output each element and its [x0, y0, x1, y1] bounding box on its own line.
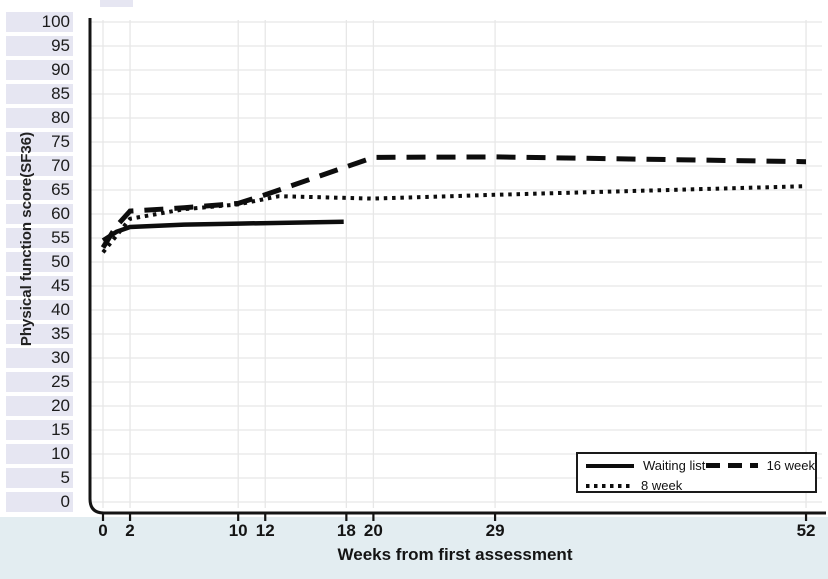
y-tick-band: [6, 36, 73, 56]
y-tick-band: [6, 228, 73, 248]
x-tick-label: 0: [98, 521, 108, 540]
x-tick-label: 18: [336, 521, 356, 540]
y-tick-band: [6, 420, 73, 440]
y-tick-label: 60: [51, 204, 70, 223]
y-tick-band: [6, 12, 73, 32]
y-tick-band: [6, 60, 73, 80]
y-tick-band: [6, 276, 73, 296]
y-tick-band: [6, 300, 73, 320]
y-tick-band: [6, 252, 73, 272]
x-axis-background: [0, 517, 828, 579]
y-tick-label: 45: [51, 276, 70, 295]
y-tick-band: [6, 324, 73, 344]
x-tick-label: 52: [796, 521, 816, 540]
y-tick-label: 80: [51, 108, 70, 127]
y-tick-label: 30: [51, 348, 70, 367]
y-tick-band: [6, 180, 73, 200]
x-axis-title: Weeks from first assessment: [337, 545, 573, 564]
legend: Waiting list 16 week 8 week: [576, 452, 817, 493]
y-tick-label: 75: [51, 132, 70, 151]
y-tick-label: 70: [51, 156, 70, 175]
x-tick-label: 29: [485, 521, 505, 540]
y-tick-band: [6, 84, 73, 104]
y-tick-label: 10: [51, 444, 70, 463]
legend-label-16-week: 16 week: [766, 458, 815, 473]
y-tick-label: 65: [51, 180, 70, 199]
y-tick-label: 95: [51, 36, 70, 55]
legend-label-waiting-list: Waiting list: [643, 458, 706, 473]
y-tick-band: [6, 492, 73, 512]
legend-row: 8 week: [578, 477, 815, 494]
y-tick-label: 15: [51, 420, 70, 439]
x-tick-label: 2: [125, 521, 135, 540]
x-tick-label: 12: [255, 521, 275, 540]
y-tick-label: 35: [51, 324, 70, 343]
y-tick-label: 40: [51, 300, 70, 319]
dashed-line-swatch: [705, 463, 758, 468]
y-tick-label: 5: [60, 468, 70, 487]
x-tick-label: 20: [363, 521, 383, 540]
y-tick-label: 0: [60, 492, 70, 511]
x-tick-label: 10: [228, 521, 248, 540]
y-tick-band: [6, 108, 73, 128]
y-tick-band: [6, 468, 73, 488]
legend-row: Waiting list 16 week: [578, 457, 815, 474]
y-tick-band: [6, 348, 73, 368]
y-tick-label: 20: [51, 396, 70, 415]
y-tick-label: 100: [41, 12, 70, 31]
y-tick-band: [6, 444, 73, 464]
y-tick-band: [6, 204, 73, 224]
y-tick-band: [6, 156, 73, 176]
dotted-line-swatch: [586, 483, 632, 488]
legend-label-8-week: 8 week: [641, 478, 683, 493]
decorative-band: [100, 0, 133, 7]
y-tick-label: 25: [51, 372, 70, 391]
y-tick-band: [6, 132, 73, 152]
y-tick-band: [6, 372, 73, 392]
y-tick-band: [6, 396, 73, 416]
solid-line-swatch: [586, 463, 634, 468]
y-tick-label: 50: [51, 252, 70, 271]
y-tick-label: 85: [51, 84, 70, 103]
y-tick-label: 55: [51, 228, 70, 247]
y-tick-label: 90: [51, 60, 70, 79]
